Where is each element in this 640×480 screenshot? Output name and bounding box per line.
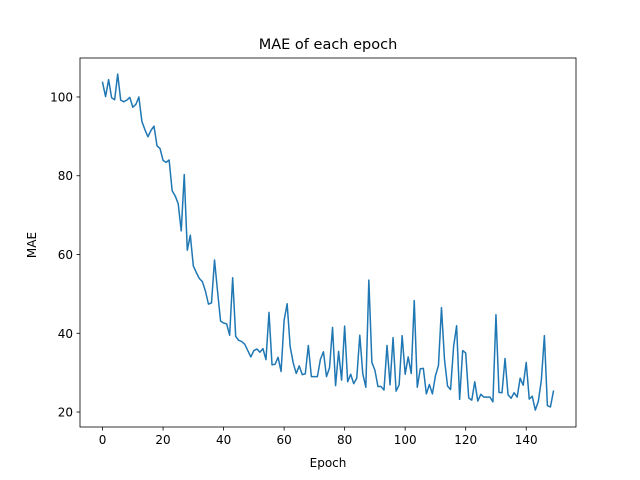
x-tick-label: 140: [515, 433, 538, 447]
axes-frame: [79, 57, 577, 428]
y-axis-ticks: 20 40 60 80 100: [50, 90, 80, 420]
y-tick-label: 60: [58, 248, 73, 262]
x-tick-label: 20: [155, 433, 170, 447]
x-tick-label: 120: [454, 433, 477, 447]
x-axis-ticks: 0 20 40 60 80 100 120 140: [99, 427, 538, 447]
y-axis-label: MAE: [25, 232, 39, 258]
y-tick-label: 20: [58, 406, 73, 420]
y-tick-label: 80: [58, 169, 73, 183]
x-tick-label: 80: [337, 433, 352, 447]
x-tick-label: 0: [99, 433, 107, 447]
y-tick-label: 40: [58, 327, 73, 341]
x-tick-label: 100: [394, 433, 417, 447]
x-tick-label: 60: [276, 433, 291, 447]
x-axis-label: Epoch: [310, 456, 347, 470]
plot-area: [101, 73, 555, 411]
series-line-mae: [101, 73, 555, 411]
chart-title: MAE of each epoch: [259, 37, 398, 53]
x-tick-label: 40: [216, 433, 231, 447]
y-tick-label: 100: [50, 90, 73, 104]
